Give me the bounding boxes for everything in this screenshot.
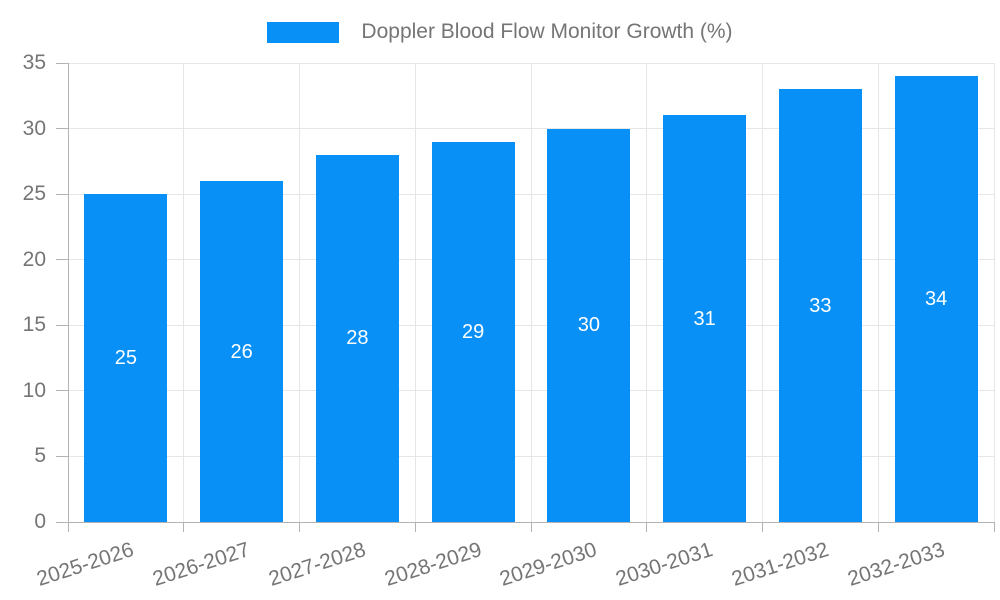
legend-swatch — [267, 21, 340, 43]
gridline-vertical — [299, 63, 300, 522]
x-axis-tick — [762, 522, 763, 532]
bar — [778, 89, 862, 522]
x-category-label: 2029-2030 — [497, 538, 600, 591]
x-axis-tick — [183, 522, 185, 532]
x-axis-tick — [993, 522, 995, 532]
x-axis-tick — [877, 522, 879, 532]
bar-value-label: 28 — [346, 327, 369, 350]
y-axis-tick — [56, 259, 68, 261]
bar-value-label: 29 — [462, 320, 485, 343]
y-tick-label: 5 — [34, 444, 46, 468]
gridline-vertical — [646, 63, 648, 522]
y-axis-tick — [56, 62, 68, 64]
gridline-vertical — [993, 63, 995, 522]
y-tick-label: 35 — [22, 51, 46, 74]
y-axis-tick — [56, 128, 68, 130]
bar-value-label: 31 — [693, 307, 716, 330]
x-category-label: 2031-2032 — [728, 538, 832, 591]
y-tick-label: 25 — [22, 182, 46, 206]
bar — [200, 181, 284, 522]
x-category-label: 2026-2027 — [150, 538, 253, 591]
y-axis-line — [67, 63, 69, 522]
x-axis-tick — [646, 522, 648, 532]
y-axis-tick — [56, 521, 68, 523]
bar-value-label: 34 — [925, 288, 948, 311]
x-category-label: 2030-2031 — [613, 538, 716, 591]
y-tick-label: 10 — [22, 378, 46, 402]
bar — [894, 76, 978, 522]
gridline-vertical — [877, 63, 879, 522]
bar — [547, 128, 631, 522]
y-tick-label: 20 — [22, 247, 46, 271]
x-category-label: 2025-2026 — [34, 538, 137, 591]
y-tick-label: 30 — [22, 116, 46, 140]
bar — [431, 141, 515, 522]
x-axis-line — [68, 521, 994, 523]
chart-legend[interactable]: Doppler Blood Flow Monitor Growth (%) — [0, 20, 1000, 44]
y-axis-tick — [56, 455, 68, 457]
y-tick-label: 15 — [22, 313, 46, 337]
x-category-label: 2027-2028 — [265, 538, 369, 591]
plot-area: 0 5 10 15 20 25 30 35 25 2025-2026 26 2026-2027 28 20… — [23, 51, 995, 591]
y-tick-label: 0 — [34, 510, 46, 533]
bar — [315, 154, 399, 522]
x-axis-tick — [67, 522, 69, 532]
bar-value-label: 30 — [577, 314, 600, 337]
y-axis-tick — [56, 390, 68, 392]
gridline-vertical — [183, 63, 185, 522]
bar — [84, 194, 168, 522]
y-axis-tick — [56, 324, 68, 326]
bar-value-label: 26 — [230, 340, 253, 363]
y-axis-tick — [56, 193, 68, 195]
x-category-label: 2028-2029 — [381, 538, 485, 591]
bar — [663, 115, 747, 522]
gridline-vertical — [762, 63, 763, 522]
bar-value-label: 25 — [114, 347, 137, 370]
bar-value-label: 33 — [809, 294, 832, 317]
legend-label: Doppler Blood Flow Monitor Growth (%) — [361, 20, 733, 43]
x-category-label: 2032-2033 — [844, 538, 948, 591]
x-axis-tick — [299, 522, 300, 532]
gridline-vertical — [414, 63, 416, 522]
x-axis-tick — [414, 522, 416, 532]
x-axis-tick — [530, 522, 532, 532]
gridline-vertical — [530, 63, 532, 522]
